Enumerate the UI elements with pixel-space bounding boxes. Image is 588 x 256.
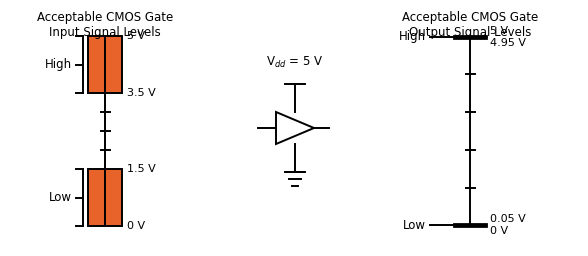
Text: High: High xyxy=(45,58,72,71)
Text: 5 V: 5 V xyxy=(490,26,508,36)
Bar xyxy=(88,169,122,226)
Text: 1.5 V: 1.5 V xyxy=(127,164,156,174)
Text: 0 V: 0 V xyxy=(127,221,145,231)
Text: High: High xyxy=(399,30,426,44)
Text: 4.95 V: 4.95 V xyxy=(490,38,526,48)
Text: 0 V: 0 V xyxy=(490,226,508,236)
Text: Acceptable CMOS Gate
Input Signal Levels: Acceptable CMOS Gate Input Signal Levels xyxy=(37,11,173,39)
Text: Acceptable CMOS Gate
Output Signal Levels: Acceptable CMOS Gate Output Signal Level… xyxy=(402,11,538,39)
Text: 0.05 V: 0.05 V xyxy=(490,214,526,224)
Bar xyxy=(88,36,122,93)
Text: 3.5 V: 3.5 V xyxy=(127,88,156,98)
Text: V$_{dd}$ = 5 V: V$_{dd}$ = 5 V xyxy=(266,55,324,70)
Text: Low: Low xyxy=(49,191,72,204)
Text: Low: Low xyxy=(403,219,426,231)
Text: 5 V: 5 V xyxy=(127,31,145,41)
